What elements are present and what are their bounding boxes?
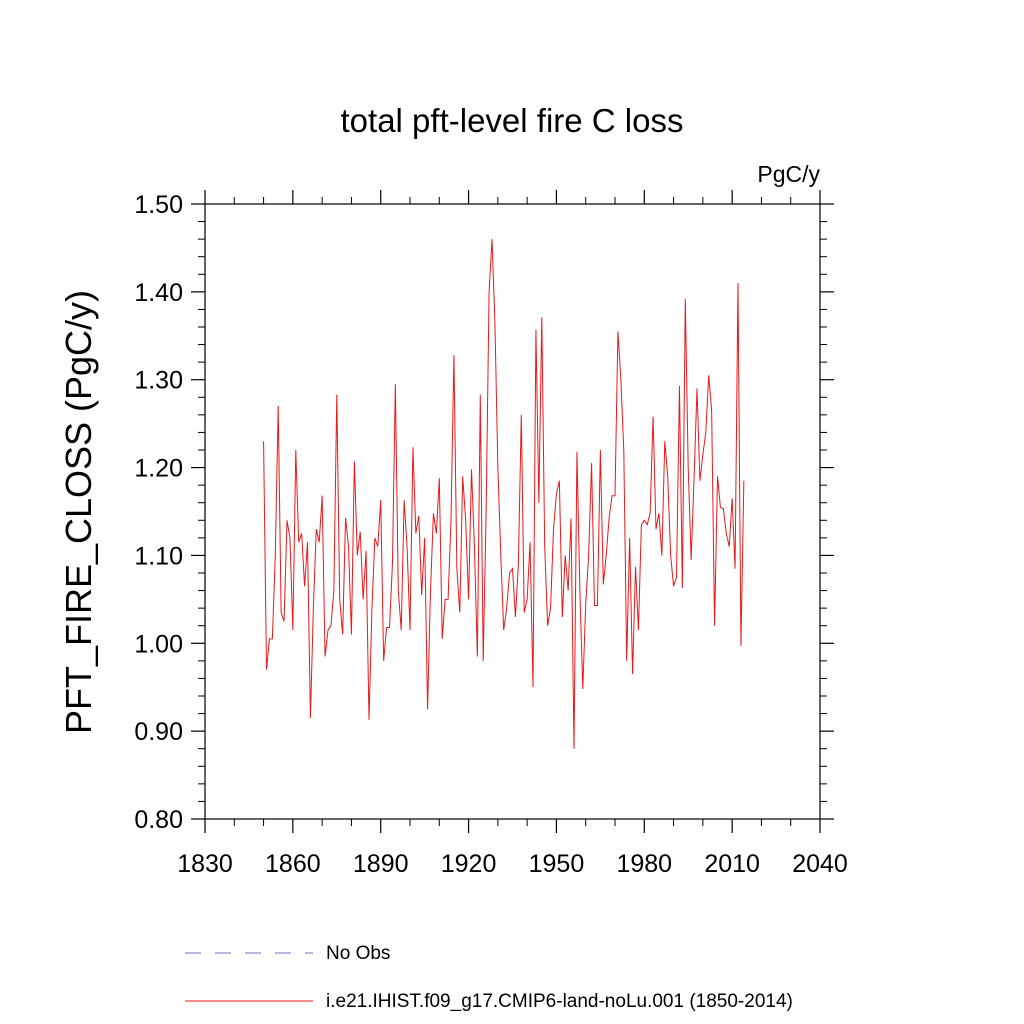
y-tick-label: 1.30 [134,367,183,395]
x-tick-label: 1950 [529,850,585,878]
legend-label-model-run: i.e21.IHIST.f09_g17.CMIP6-land-noLu.001 … [326,991,793,1012]
x-tick-label: 1830 [177,850,233,878]
series-group [263,239,745,749]
axis-ticks [191,190,834,833]
x-tick-label: 1890 [353,850,409,878]
x-tick-label: 1980 [616,850,672,878]
y-tick-label: 0.80 [134,806,183,834]
x-tick-label: 2040 [792,850,848,878]
y-tick-label: 1.10 [134,542,183,570]
y-tick-label: 0.90 [134,718,183,746]
x-tick-label: 2010 [704,850,760,878]
chart-title: total pft-level fire C loss [341,102,684,139]
x-tick-label: 1860 [265,850,321,878]
y-tick-label: 1.20 [134,455,183,483]
y-tick-labels: 0.80 0.90 1.00 1.10 1.20 1.30 1.40 1.50 [134,191,183,834]
plot-frame [204,203,821,820]
units-label: PgC/y [757,161,820,187]
x-tick-labels: 1830 1860 1890 1920 1950 1980 2010 2040 [177,850,848,878]
y-tick-label: 1.40 [134,279,183,307]
series-line [263,239,745,749]
x-tick-label: 1920 [441,850,497,878]
legend-label-no-obs: No Obs [326,943,390,964]
y-axis-label: PFT_FIRE_CLOSS (PgC/y) [58,290,99,734]
y-tick-label: 1.00 [134,630,183,658]
legend: No Obs i.e21.IHIST.f09_g17.CMIP6-land-no… [185,943,793,1012]
y-tick-label: 1.50 [134,191,183,219]
